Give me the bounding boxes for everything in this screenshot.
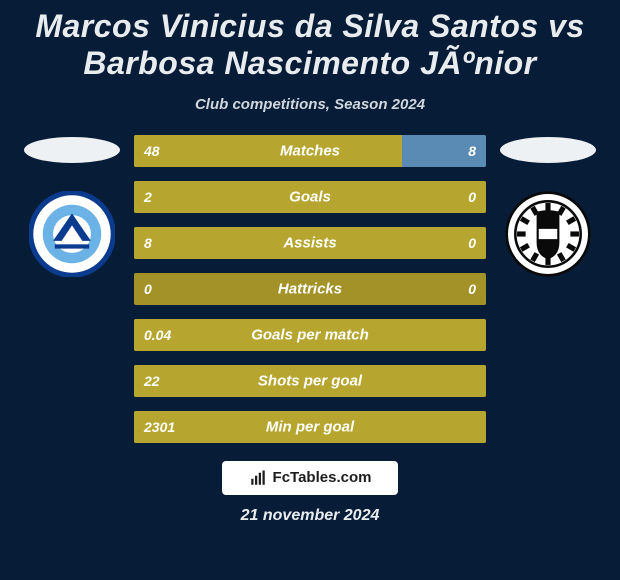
bar-label: Goals per match: [251, 326, 369, 343]
bar-label: Matches: [280, 142, 340, 159]
bar-label: Shots per goal: [258, 372, 362, 389]
right-team-logo: [505, 191, 591, 277]
bar-value-right: 0: [468, 235, 476, 251]
stat-bar: 2301 Min per goal: [134, 411, 486, 443]
content-row: 48 8 Matches 2 0 Goals 8 0 Assists 0 0 Hattricks 0.0…: [10, 135, 610, 443]
footer-date: 21 november 2024: [10, 507, 610, 525]
ponte-preta-logo-icon: [505, 191, 591, 277]
bar-value-left: 48: [144, 143, 160, 159]
footer-brand-text: FcTables.com: [273, 469, 372, 486]
right-player-oval: [500, 137, 596, 163]
subtitle: Club competitions, Season 2024: [10, 96, 610, 113]
bar-value-left: 0: [144, 281, 152, 297]
stat-bar: 48 8 Matches: [134, 135, 486, 167]
bar-value-left: 22: [144, 373, 160, 389]
comparison-card: Marcos Vinicius da Silva Santos vs Barbo…: [0, 0, 620, 580]
bar-value-left: 2301: [144, 419, 175, 435]
bar-label: Assists: [283, 234, 336, 251]
stat-bar: 0 0 Hattricks: [134, 273, 486, 305]
stat-bar: 8 0 Assists: [134, 227, 486, 259]
bar-value-right: 8: [468, 143, 476, 159]
left-team-logo: [29, 191, 115, 277]
chart-icon: [249, 469, 267, 487]
bar-value-left: 8: [144, 235, 152, 251]
page-title: Marcos Vinicius da Silva Santos vs Barbo…: [10, 8, 610, 82]
left-side: [22, 135, 122, 277]
avai-logo-icon: [29, 191, 115, 277]
bar-value-right: 0: [468, 189, 476, 205]
stat-bar: 0.04 Goals per match: [134, 319, 486, 351]
right-side: [498, 135, 598, 277]
bar-label: Hattricks: [278, 280, 342, 297]
bar-label: Min per goal: [266, 418, 354, 435]
bar-label: Goals: [289, 188, 331, 205]
bar-value-right: 0: [468, 281, 476, 297]
stat-bar: 2 0 Goals: [134, 181, 486, 213]
stat-bar: 22 Shots per goal: [134, 365, 486, 397]
bar-fill-left: [134, 135, 402, 167]
bar-value-left: 0.04: [144, 327, 171, 343]
bar-value-left: 2: [144, 189, 152, 205]
footer-brand: FcTables.com: [222, 461, 398, 495]
left-player-oval: [24, 137, 120, 163]
bars-container: 48 8 Matches 2 0 Goals 8 0 Assists 0 0 Hattricks 0.0…: [134, 135, 486, 443]
